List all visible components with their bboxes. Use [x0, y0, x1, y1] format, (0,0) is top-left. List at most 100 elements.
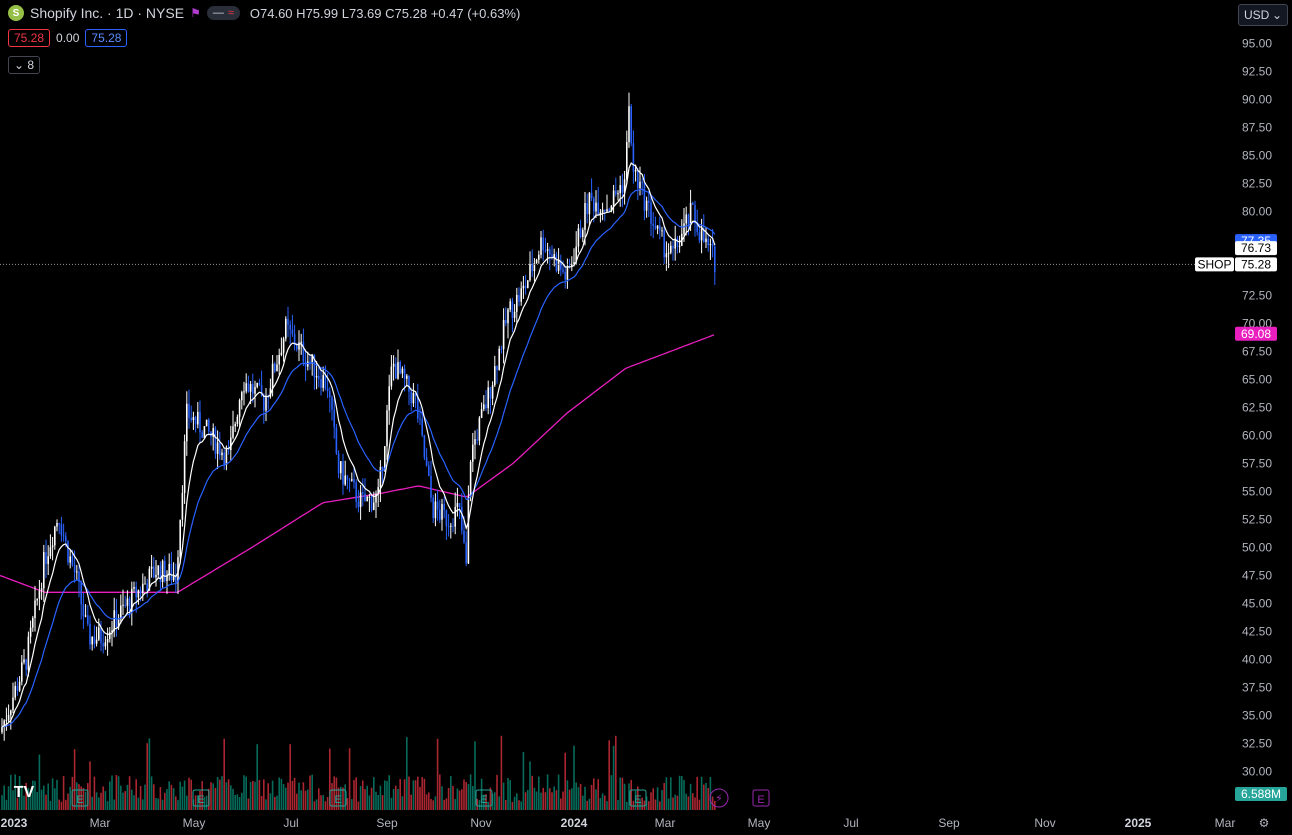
candle-body: [3, 720, 5, 727]
earnings-marker-letter: E: [334, 794, 341, 806]
volume-bar: [291, 780, 294, 810]
volume-bar: [69, 786, 71, 810]
candle-body: [599, 212, 602, 215]
candle-body: [333, 409, 335, 428]
volume-bar: [302, 782, 305, 810]
volume-bar: [131, 789, 133, 810]
candle-body: [335, 427, 338, 454]
candle-body: [612, 190, 615, 206]
volume-bar: [252, 780, 254, 810]
candle-body: [133, 586, 135, 589]
candle-body: [144, 583, 146, 585]
volume-bar: [403, 779, 406, 810]
candle-body: [186, 403, 188, 442]
lightning-glyph: ⚡: [715, 792, 723, 805]
volume-bar: [498, 796, 500, 810]
candle-body: [648, 200, 650, 203]
volume-bar: [256, 744, 258, 810]
volume-bar: [538, 776, 540, 810]
volume-bar: [346, 798, 349, 810]
ema-lines: [1, 162, 716, 728]
x-tick-label: Jul: [283, 816, 298, 830]
volume-bar: [271, 780, 274, 810]
candle-body: [142, 583, 144, 594]
earnings-marker-letter: E: [480, 794, 487, 806]
candle-body: [100, 627, 102, 644]
volume-bar: [274, 796, 276, 810]
indicators-toggle[interactable]: ⌄ 8: [8, 56, 41, 74]
volume-bar: [516, 793, 518, 810]
candle-body: [544, 250, 547, 252]
volume-bar: [276, 795, 278, 810]
volume-bar: [670, 777, 672, 810]
volume-bar: [390, 797, 393, 810]
volume-bar: [370, 787, 373, 810]
volume-bar: [480, 778, 483, 810]
y-axis: 95.0092.5090.0087.5085.0082.5080.0077.50…: [1242, 37, 1272, 779]
candle-body: [549, 249, 551, 255]
candle-body: [469, 461, 472, 498]
volume-bar: [43, 785, 45, 810]
candle-body: [670, 245, 672, 253]
candle-body: [315, 376, 318, 378]
volume-bar: [568, 789, 571, 810]
y-tick-label: 50.00: [1242, 541, 1272, 555]
volume-bar: [84, 791, 87, 810]
candle-body: [505, 319, 507, 324]
flag-icon[interactable]: ⚑: [190, 6, 201, 20]
y-tick-label: 82.50: [1242, 177, 1272, 191]
x-tick-label: Sep: [938, 816, 960, 830]
candle-body: [663, 230, 665, 258]
ma-long-path: [0, 334, 715, 593]
volume-bar: [241, 792, 243, 810]
candle-body: [443, 504, 445, 511]
candle-body: [212, 428, 214, 437]
volume-bar: [648, 801, 650, 810]
volume-bar: [45, 794, 47, 810]
volume-bar: [436, 738, 439, 810]
volume-bar: [535, 791, 538, 810]
volume-bar: [619, 777, 621, 810]
session-toggle[interactable]: — ≈: [206, 6, 240, 20]
candle-body: [124, 604, 126, 606]
candle-body: [164, 560, 166, 582]
candle-body: [626, 142, 628, 180]
volume-bar: [549, 788, 551, 810]
candle-body: [126, 598, 129, 606]
currency-select[interactable]: USD ⌄: [1238, 4, 1288, 26]
candle-body: [601, 209, 604, 213]
symbol-title[interactable]: Shopify Inc. · 1D · NYSE: [30, 5, 185, 21]
candle-body: [84, 615, 87, 617]
candle-body: [441, 504, 443, 520]
candle-body: [179, 519, 181, 558]
candle-body: [192, 417, 195, 421]
ask-price[interactable]: 75.28: [85, 29, 128, 47]
candle-body: [302, 341, 305, 362]
candle-body: [271, 363, 274, 389]
volume-bar: [601, 793, 604, 810]
volume-bar: [263, 779, 265, 810]
volume-bar: [502, 782, 505, 810]
volume-bar: [509, 780, 511, 810]
volume-bar: [491, 793, 494, 810]
candle-body: [62, 535, 65, 537]
candle-body: [291, 329, 294, 334]
event-markers[interactable]: TV E E E E E ⚡ E: [14, 784, 770, 808]
volume-bar: [60, 801, 63, 810]
volume-bar: [65, 799, 67, 810]
volume-bar: [289, 744, 291, 810]
candle-body: [707, 238, 709, 246]
candle-body: [423, 435, 426, 458]
x-tick-label: 2024: [561, 816, 588, 830]
candle-body: [296, 345, 298, 350]
candle-body: [219, 442, 221, 456]
volume-bar: [102, 786, 104, 810]
chevron-down-icon: ⌄: [1271, 8, 1282, 22]
symbol-header[interactable]: S Shopify Inc. · 1D · NYSE ⚑ — ≈ O74.60 …: [8, 5, 520, 21]
volume-bar: [617, 800, 619, 810]
earnings-marker-icon: [192, 789, 210, 807]
bid-price[interactable]: 75.28: [8, 29, 51, 47]
volume-bar: [399, 779, 401, 810]
volume-bar: [656, 787, 659, 810]
